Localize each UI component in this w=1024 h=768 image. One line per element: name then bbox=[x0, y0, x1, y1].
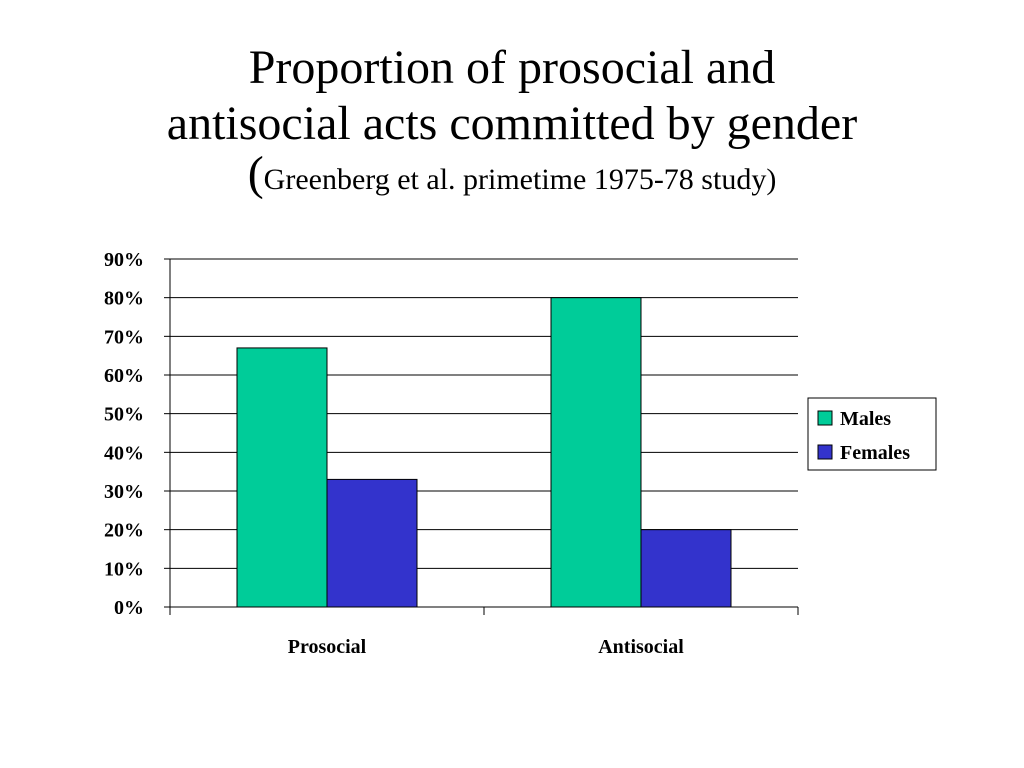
axes bbox=[164, 258, 799, 615]
y-tick-label: 70% bbox=[104, 326, 144, 348]
bar-males-prosocial bbox=[236, 347, 328, 608]
y-tick-label: 50% bbox=[104, 404, 144, 426]
y-tick-label: 0% bbox=[114, 597, 144, 619]
y-tick-label: 20% bbox=[104, 520, 144, 542]
legend-swatch-males bbox=[817, 410, 833, 426]
y-tick-labels: 0% 10% 20% 30% 40% 50% 60% 70% 80% 90% bbox=[104, 249, 144, 619]
title-line-2: antisocial acts committed by gender bbox=[166, 97, 858, 150]
bar-females-antisocial bbox=[640, 529, 732, 608]
bar-females-prosocial bbox=[326, 478, 418, 608]
x-tick-labels: Prosocial Antisocial bbox=[288, 636, 684, 658]
title-open-paren: ( bbox=[247, 147, 264, 200]
title-subtitle: Greenberg et al. primetime 1975-78 study… bbox=[263, 163, 777, 196]
y-tick-label: 60% bbox=[104, 365, 144, 387]
y-tick-label: 40% bbox=[104, 442, 144, 464]
legend: Males Females bbox=[807, 397, 937, 471]
legend-label-females: Females bbox=[840, 442, 910, 464]
x-tick-label: Antisocial bbox=[598, 636, 684, 658]
y-tick-label: 10% bbox=[104, 558, 144, 580]
x-tick-label: Prosocial bbox=[288, 636, 367, 658]
legend-swatch-females bbox=[817, 444, 833, 460]
title-line-1: Proportion of prosocial and bbox=[248, 41, 776, 94]
y-tick-label: 80% bbox=[104, 288, 144, 310]
bar-males-antisocial bbox=[550, 297, 642, 608]
y-tick-label: 30% bbox=[104, 481, 144, 503]
legend-label-males: Males bbox=[840, 408, 891, 430]
title-line-3: (Greenberg et al. primetime 1975-78 stud… bbox=[0, 150, 1024, 202]
chart-title: Proportion of prosocial and antisocial a… bbox=[0, 40, 1024, 202]
y-tick-label: 90% bbox=[104, 249, 144, 271]
bars bbox=[236, 297, 732, 608]
